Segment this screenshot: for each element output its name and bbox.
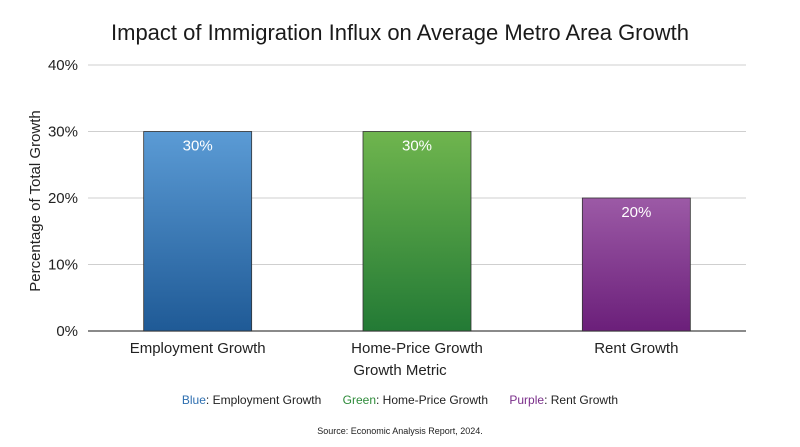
x-tick-label: Employment Growth [130,340,266,357]
y-axis-title: Percentage of Total Growth [27,110,44,292]
y-tick-label: 0% [56,323,78,340]
bars: 30% 30% 20% [143,131,691,332]
x-axis-title: Growth Metric [353,362,447,379]
y-tick-label: 20% [48,190,78,207]
legend-label: : Home-Price Growth [376,393,489,407]
y-tick-label: 10% [48,257,78,274]
y-axis-ticks: 0% 10% 20% 30% 40% [48,57,78,340]
x-tick-label: Rent Growth [594,340,678,357]
legend-item-rent: Purple: Rent Growth [509,393,618,407]
data-label: 20% [621,204,651,221]
legend-color-word: Purple [509,393,545,407]
x-tick-label: Home-Price Growth [351,340,483,357]
source-note: Source: Economic Analysis Report, 2024. [317,426,483,436]
legend-label: : Rent Growth [544,393,619,407]
bar [362,131,472,332]
y-tick-label: 30% [48,124,78,141]
legend: Blue: Employment Growth Green: Home-Pric… [0,393,800,407]
legend-color-word: Blue [181,393,206,407]
x-axis-categories: Employment Growth Home-Price Growth Rent G… [130,340,679,357]
legend-item-employment: Blue: Employment Growth [182,393,321,407]
legend-color-word: Green [342,393,376,407]
legend-label: : Employment Growth [205,393,322,407]
bar [143,131,253,332]
y-tick-label: 40% [48,57,78,74]
legend-item-home-price: Green: Home-Price Growth [343,393,488,407]
chart-title: Impact of Immigration Influx on Average … [111,20,689,45]
data-label: 30% [183,138,213,155]
data-label: 30% [402,138,432,155]
bar [581,197,691,332]
